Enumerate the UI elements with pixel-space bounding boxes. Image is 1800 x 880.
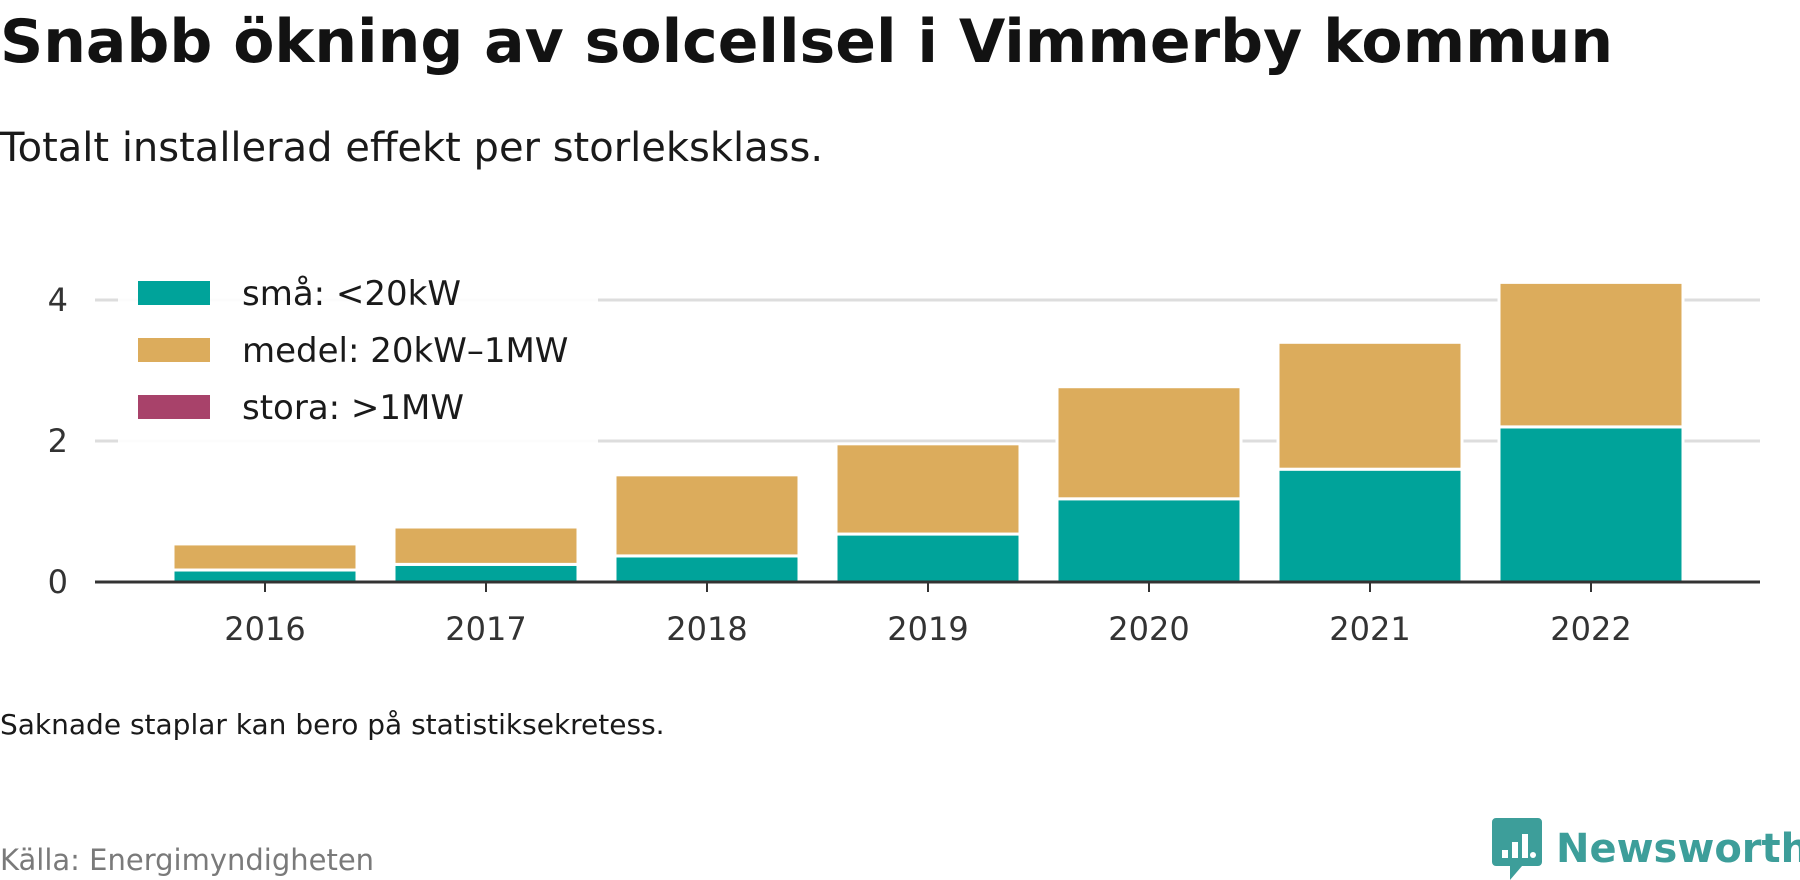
legend: små: <20kW medel: 20kW–1MW stora: >1MW [118,265,598,443]
x-tick-label: 2020 [1108,610,1189,648]
legend-label-2: stora: >1MW [242,388,464,428]
footnote: Saknade staplar kan bero på statistiksek… [0,708,665,741]
x-tick-label: 2019 [887,610,968,648]
legend-swatch-1 [138,338,210,362]
bar-segment-2017-0 [392,562,580,584]
bar-segment-2022-1 [1497,280,1685,429]
y-tick-label: 4 [48,281,68,319]
bar-segment-2017-1 [392,525,580,566]
y-tick-label: 0 [48,563,68,601]
bar-segment-2022-0 [1497,425,1685,584]
legend-label-1: medel: 20kW–1MW [242,331,568,371]
x-tick-label: 2018 [666,610,747,648]
stacked-bar-chart: 0 2 4 2016 2017 2018 2019 2020 2021 2022 små: <20… [47,265,1760,648]
bar-segment-2020-1 [1055,385,1243,501]
brand-name: Newsworthy [1556,826,1800,872]
legend-swatch-2 [138,395,210,419]
x-tick-label: 2022 [1550,610,1631,648]
x-tick-label: 2016 [224,610,305,648]
legend-label-0: små: <20kW [242,274,461,314]
source-label: Källa: Energimyndigheten [0,843,375,877]
chart-subtitle: Totalt installerad effekt per storlekskl… [0,125,824,171]
legend-swatch-0 [138,281,210,305]
bar-segment-2016-0 [171,568,359,584]
bar-segment-2018-1 [613,473,801,558]
bar-segment-2018-0 [613,554,801,584]
x-tick-label: 2017 [445,610,526,648]
bar-segment-2021-1 [1276,340,1464,471]
x-tick-label: 2021 [1329,610,1410,648]
axes: 0 2 4 2016 2017 2018 2019 2020 2021 2022 [48,281,1760,648]
newsworthy-logo-icon [1492,818,1542,880]
y-tick-label: 2 [48,422,68,460]
bar-segment-2020-0 [1055,497,1243,584]
chart-title: Snabb ökning av solcellsel i Vimmerby ko… [0,7,1614,77]
bar-segment-2019-1 [834,442,1022,536]
bar-segment-2021-0 [1276,467,1464,584]
bar-segment-2016-1 [171,542,359,572]
brand-logo[interactable]: Newsworthy [1492,818,1800,880]
bar-segment-2019-0 [834,532,1022,584]
